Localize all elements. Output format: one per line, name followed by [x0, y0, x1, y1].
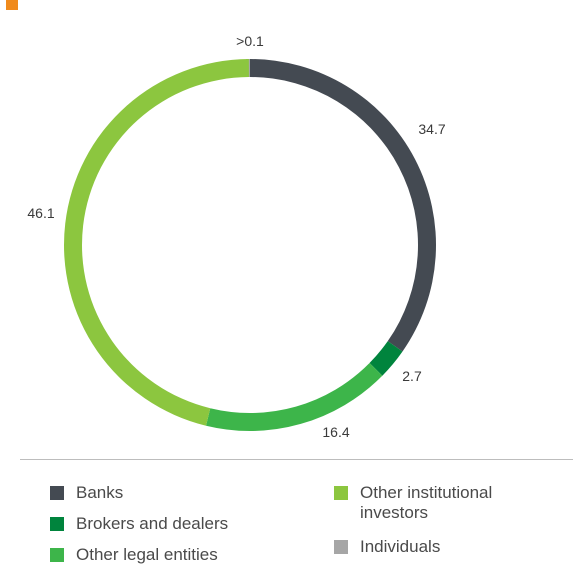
data-label-other-institutional: 46.1	[27, 205, 54, 221]
slice-other-institutional	[63, 59, 249, 426]
legend-swatch-individuals	[334, 540, 348, 554]
data-label-brokers: 2.7	[402, 368, 422, 384]
slice-other-legal	[206, 363, 383, 431]
donut-slices	[63, 59, 436, 431]
legend-item-brokers: Brokers and dealers	[50, 514, 228, 534]
legend-divider	[20, 459, 573, 460]
accent-marker	[6, 0, 18, 10]
legend-item-banks: Banks	[50, 483, 123, 503]
legend-item-other-institutional: Other institutional investors	[334, 483, 534, 523]
data-label-other-legal: 16.4	[322, 424, 349, 440]
legend-item-other-legal: Other legal entities	[50, 545, 218, 565]
donut-chart: >0.1 34.7 2.7 16.4 46.1	[27, 33, 445, 440]
legend-label-brokers: Brokers and dealers	[76, 514, 229, 533]
legend-label-banks: Banks	[76, 483, 124, 502]
slice-brokers	[369, 341, 403, 376]
legend-item-individuals: Individuals	[334, 537, 440, 557]
legend-label-other-legal: Other legal entities	[76, 545, 218, 564]
legend-label-other-institutional: Other institutional investors	[360, 483, 493, 522]
slice-banks	[250, 59, 436, 352]
data-labels: >0.1 34.7 2.7 16.4 46.1	[27, 33, 445, 440]
legend-label-individuals: Individuals	[360, 537, 441, 556]
legend-swatch-other-legal	[50, 548, 64, 562]
legend-swatch-other-institutional	[334, 486, 348, 500]
legend-swatch-brokers	[50, 517, 64, 531]
data-label-banks: 34.7	[418, 121, 445, 137]
data-label-individuals: >0.1	[236, 33, 264, 49]
legend-swatch-banks	[50, 486, 64, 500]
